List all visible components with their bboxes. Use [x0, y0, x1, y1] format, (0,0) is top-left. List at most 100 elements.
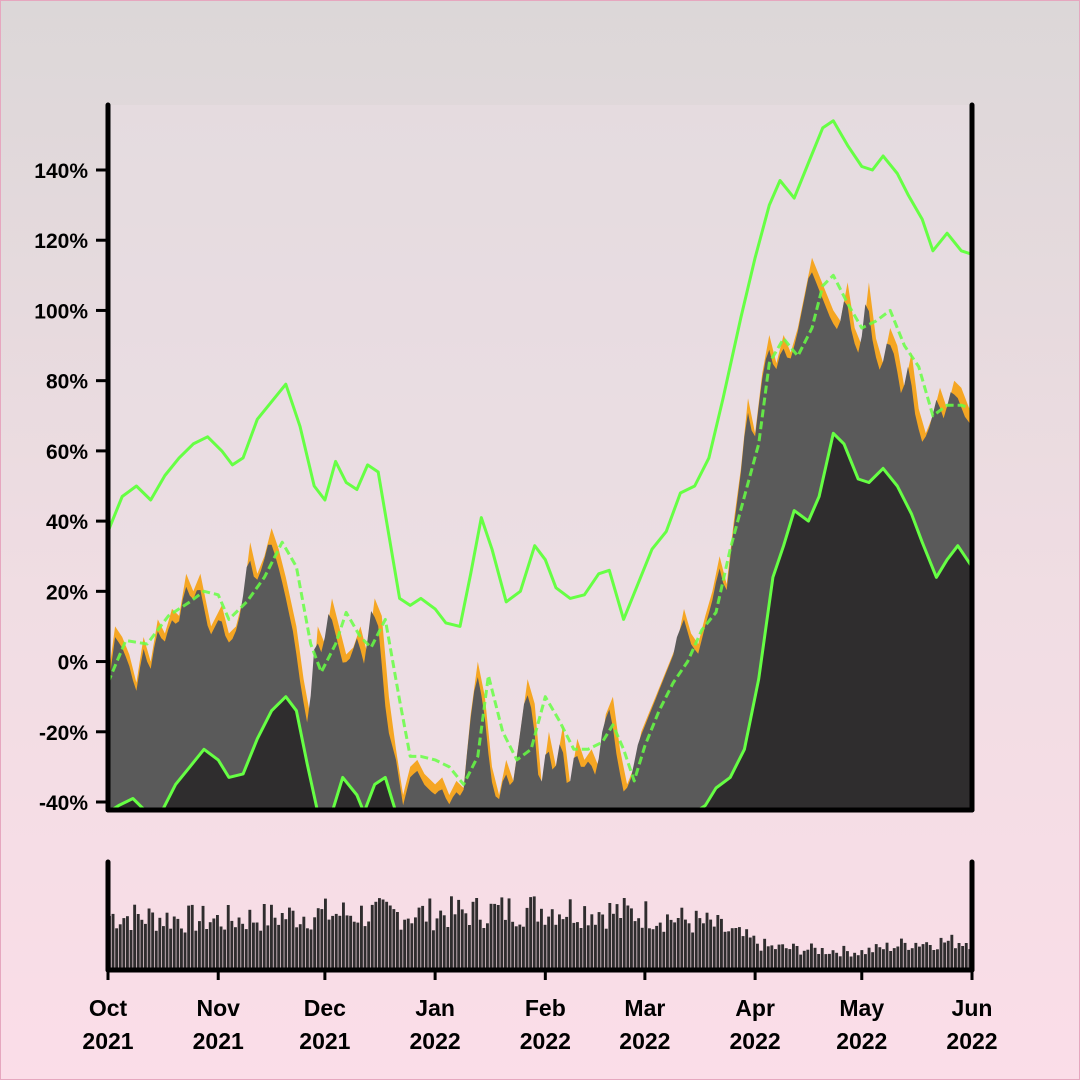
- volume-bar: [709, 919, 713, 970]
- volume-bar: [115, 928, 119, 970]
- volume-bar: [288, 907, 291, 970]
- plot-area: [108, 105, 972, 810]
- price-area: [108, 272, 972, 810]
- volume-bar: [140, 919, 144, 970]
- volume-bar: [345, 915, 349, 970]
- volume-bar: [475, 898, 479, 970]
- volume-bar: [464, 913, 468, 970]
- volume-bar: [172, 916, 176, 970]
- x-tick-year: 2022: [946, 1028, 997, 1054]
- volume-bar: [493, 903, 497, 970]
- volume-bar: [482, 928, 486, 970]
- volume-bar: [766, 946, 770, 970]
- volume-bar: [788, 949, 792, 970]
- volume-bar: [784, 948, 788, 970]
- volume-plot: [108, 896, 972, 970]
- volume-bar: [352, 921, 356, 970]
- volume-bar: [414, 917, 417, 970]
- volume-bar: [136, 914, 140, 970]
- volume-bar: [388, 905, 392, 970]
- volume-bar: [918, 946, 921, 970]
- volume-bar: [658, 922, 662, 970]
- volume-bar: [489, 903, 493, 970]
- volume-bar: [763, 938, 767, 970]
- volume-bar: [802, 950, 806, 970]
- volume-bar: [698, 918, 702, 970]
- volume-bar: [201, 905, 205, 970]
- volume-bar: [568, 899, 572, 970]
- volume-bar: [925, 942, 929, 970]
- volume-bar: [176, 918, 180, 970]
- volume-bar: [219, 926, 223, 970]
- volume-bar: [316, 908, 320, 970]
- volume-bar: [612, 913, 615, 970]
- volume-bar: [637, 918, 641, 970]
- volume-bar: [687, 923, 691, 970]
- volume-bar: [432, 930, 435, 970]
- volume-bar: [266, 925, 270, 970]
- volume-bar: [370, 904, 374, 970]
- volume-bar: [666, 914, 669, 970]
- volume-bar: [320, 909, 324, 970]
- volume-bar: [936, 949, 939, 970]
- x-axis-ticks: Oct 2021 Nov 2021 Dec 2021 Jan 2022 Feb 2022 Mar 20…: [82, 970, 998, 1054]
- volume-bar: [828, 953, 831, 970]
- volume-bar: [738, 927, 741, 970]
- volume-bar: [151, 912, 155, 970]
- volume-bar: [187, 905, 191, 970]
- volume-bar: [810, 943, 813, 970]
- volume-bar: [601, 914, 605, 970]
- volume-bar: [450, 896, 453, 970]
- volume-bar: [662, 931, 666, 970]
- volume-bar: [705, 912, 709, 970]
- y-tick-label: -20%: [39, 722, 88, 745]
- volume-bar: [522, 926, 525, 970]
- volume-bar: [651, 929, 655, 970]
- volume-bar: [586, 925, 590, 970]
- volume-bar: [399, 929, 403, 970]
- volume-bar: [907, 949, 911, 970]
- volume-bar: [799, 954, 803, 970]
- volume-bar: [702, 923, 705, 970]
- y-tick-label: 0%: [58, 652, 89, 675]
- x-tick-month: Nov: [196, 995, 240, 1021]
- volume-bar: [374, 901, 378, 970]
- volume-bar: [133, 904, 137, 970]
- volume-bar: [878, 947, 882, 970]
- volume-bar: [745, 929, 749, 970]
- volume-bar: [306, 928, 309, 970]
- volume-bar: [543, 924, 547, 970]
- volume-bar: [748, 937, 752, 970]
- volume-bar: [867, 947, 871, 970]
- volume-bar: [673, 922, 677, 970]
- volume-bar: [896, 946, 900, 970]
- volume-bar: [169, 928, 173, 970]
- axes: [105, 102, 975, 973]
- volume-bar: [846, 951, 849, 970]
- x-tick-year: 2022: [730, 1028, 781, 1054]
- volume-bar: [392, 909, 396, 970]
- volume-bar: [378, 898, 381, 970]
- y-tick-label: 60%: [46, 441, 88, 464]
- volume-bar: [820, 948, 824, 970]
- volume-bar: [500, 897, 504, 970]
- volume-bar: [691, 932, 695, 970]
- volume-bar: [342, 902, 345, 970]
- volume-bar: [669, 919, 673, 970]
- volume-bar: [900, 938, 903, 970]
- volume-bar: [457, 899, 461, 970]
- volume-bar: [410, 923, 414, 970]
- volume-bar: [579, 928, 583, 970]
- volume-bar: [504, 919, 507, 970]
- volume-bar: [824, 954, 828, 970]
- volume-bar: [932, 950, 936, 970]
- volume-bar: [655, 925, 659, 970]
- volume-bar: [313, 917, 317, 970]
- volume-bar: [576, 922, 579, 970]
- x-tick-month: Jan: [415, 995, 455, 1021]
- volume-bar: [334, 913, 338, 970]
- volume-bar: [273, 917, 277, 970]
- volume-bar: [756, 943, 759, 970]
- volume-bar: [565, 916, 569, 970]
- volume-bar: [525, 907, 529, 970]
